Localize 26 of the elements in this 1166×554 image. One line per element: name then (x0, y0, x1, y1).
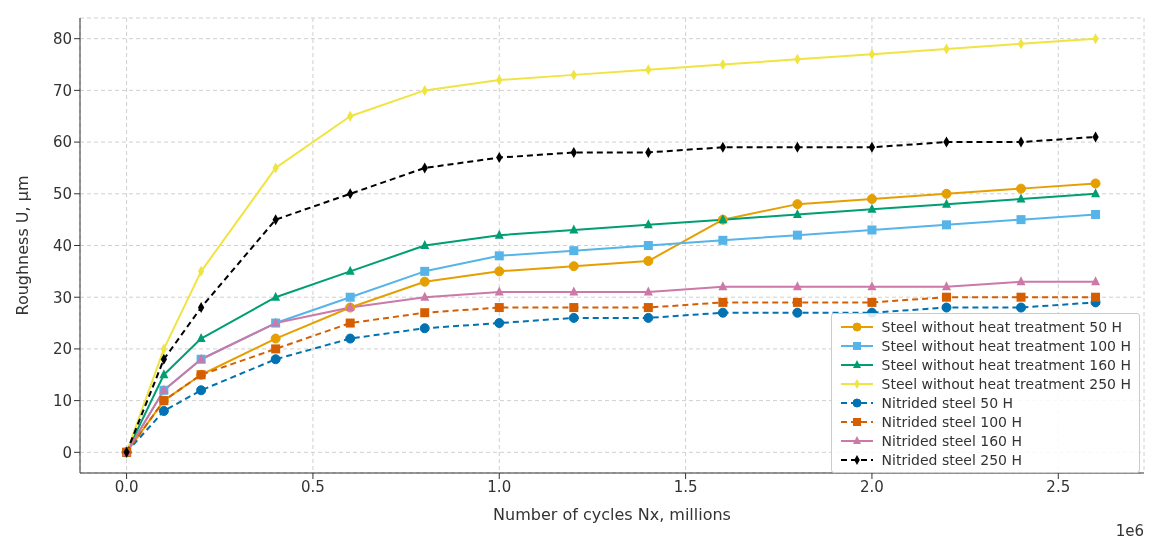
x-axis-title: Number of cycles Nx, millions (493, 505, 731, 524)
legend-label: Nitrided steel 50 H (881, 394, 1014, 411)
legend-label: Nitrided steel 250 H (881, 451, 1022, 468)
y-tick-label: 10 (52, 391, 72, 410)
legend-label: Nitrided steel 100 H (881, 413, 1022, 430)
legend-label: Steel without heat treatment 250 H (881, 375, 1131, 392)
legend-label: Steel without heat treatment 160 H (881, 356, 1131, 373)
y-tick-label: 50 (52, 185, 72, 204)
x-tick-label: 2.5 (1046, 477, 1071, 496)
y-tick-label: 40 (52, 236, 72, 255)
x-tick-label: 0.0 (114, 477, 139, 496)
text: 1e6 (1115, 522, 1144, 540)
x-tick-label: 1.5 (673, 477, 698, 496)
y-tick-label: 70 (52, 81, 72, 100)
y-axis-title: Roughness U, μm (12, 175, 32, 316)
x-tick-label: 1.0 (487, 477, 512, 496)
y-tick-label: 60 (52, 133, 72, 152)
y-tick-label: 30 (52, 288, 72, 307)
legend-label: Nitrided steel 160 H (881, 432, 1022, 449)
legend-label: Steel without heat treatment 50 H (881, 318, 1123, 335)
x-tick-label: 2.0 (860, 477, 884, 496)
y-tick-label: 0 (62, 443, 72, 462)
y-tick-label: 80 (52, 30, 72, 49)
legend-label: Steel without heat treatment 100 H (881, 337, 1131, 354)
x-tick-label: 0.5 (300, 477, 325, 496)
y-tick-label: 20 (52, 340, 72, 359)
